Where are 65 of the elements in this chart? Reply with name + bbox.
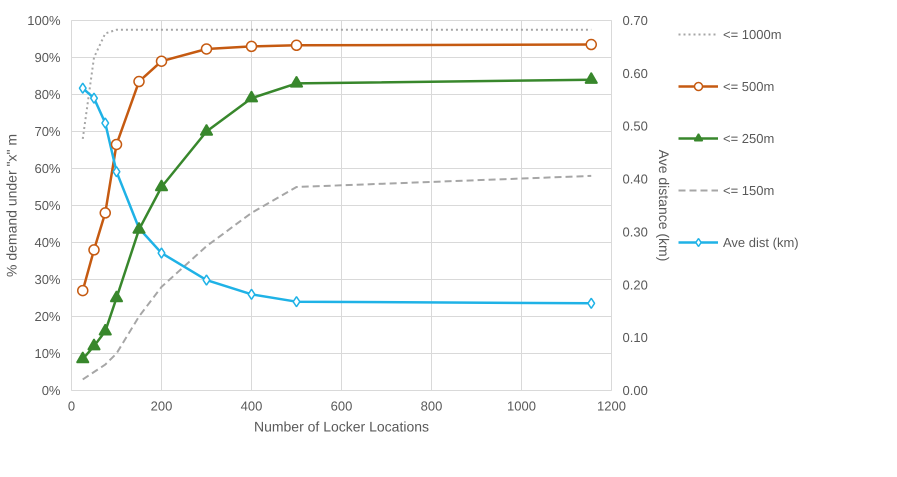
point — [112, 166, 121, 178]
point — [584, 72, 598, 84]
y-tick-label: 40% — [34, 235, 61, 250]
y-tick-label: 20% — [34, 309, 61, 324]
x-axis-title: Number of Locker Locations — [254, 418, 430, 434]
y2-tick-label: 0.50 — [622, 118, 648, 134]
point — [290, 40, 302, 52]
x-tick-label: 1200 — [597, 398, 626, 414]
point — [200, 124, 214, 136]
point — [244, 90, 258, 102]
point — [101, 117, 110, 129]
point — [156, 55, 168, 67]
point — [247, 288, 256, 300]
point — [78, 82, 87, 94]
legend-label: <= 250m — [723, 130, 774, 146]
y2-tick-label: 0.30 — [622, 224, 648, 240]
point — [292, 296, 301, 308]
point — [132, 222, 146, 234]
legend-label: <= 500m — [723, 78, 774, 94]
x-tick-label: 0 — [68, 398, 76, 414]
y-tick-label: 100% — [27, 13, 61, 28]
point — [77, 284, 88, 296]
point — [133, 76, 145, 88]
y-tick-label: 80% — [34, 87, 61, 102]
point — [88, 244, 100, 256]
y2-tick-label: 0.70 — [622, 13, 648, 28]
y-tick-label: 30% — [34, 272, 61, 287]
point — [587, 298, 596, 310]
legend-label: Ave dist (km) — [723, 234, 799, 250]
point — [246, 40, 258, 52]
x-tick-label: 200 — [150, 398, 172, 414]
y2-tick-label: 0.10 — [622, 330, 648, 346]
y2-axis-title: Ave distance (km) — [656, 150, 672, 262]
y2-tick-label: 0.40 — [622, 172, 648, 187]
point — [87, 338, 101, 350]
point — [157, 247, 166, 259]
x-tick-label: 1000 — [507, 398, 536, 414]
point — [110, 138, 122, 150]
point — [200, 43, 212, 55]
y-tick-label: 0% — [42, 383, 61, 398]
point — [100, 207, 111, 219]
y-tick-label: 60% — [34, 161, 61, 176]
y-axis-title: % demand under "x" m — [3, 134, 20, 278]
point — [154, 179, 168, 192]
point — [98, 324, 112, 336]
point — [76, 351, 90, 364]
point — [202, 274, 211, 286]
x-tick-label: 800 — [420, 398, 442, 414]
line-series — [82, 174, 592, 380]
y-tick-label: 90% — [34, 50, 61, 65]
legend-label: <= 150m — [723, 182, 774, 198]
point — [586, 38, 597, 50]
point — [110, 290, 124, 302]
legend-label: <= 1000m — [723, 26, 782, 42]
y-tick-label: 70% — [34, 124, 61, 139]
point — [90, 92, 98, 104]
y2-tick-label: 0.00 — [622, 383, 648, 398]
y2-tick-label: 0.20 — [622, 277, 648, 292]
x-tick-label: 400 — [240, 398, 262, 414]
line-series — [82, 28, 592, 140]
x-tick-label: 600 — [330, 398, 352, 414]
y-tick-label: 50% — [34, 198, 61, 213]
point — [290, 76, 304, 88]
y-tick-label: 10% — [34, 346, 61, 361]
y2-tick-label: 0.60 — [622, 66, 648, 81]
